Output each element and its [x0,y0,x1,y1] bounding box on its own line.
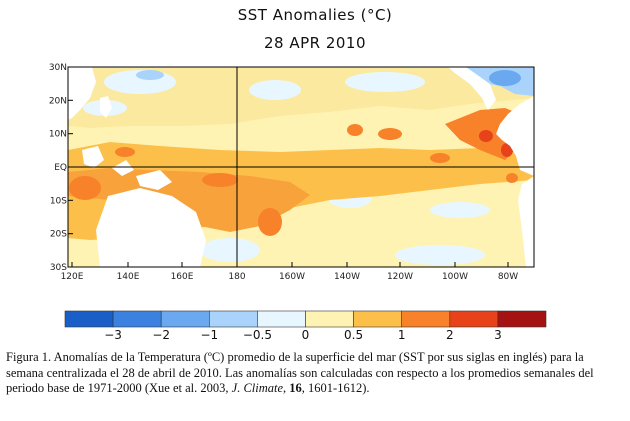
land-australia [96,188,206,267]
caption-pages: , 1601-1612). [301,381,370,395]
land-asia [68,67,96,120]
lon-label: 180 [228,272,245,282]
hot-spot [479,130,493,142]
colorbar-swatch [257,310,306,328]
land-borneo [82,146,104,168]
colorbar-swatch [353,310,403,328]
land-mexico [448,67,496,110]
cool-patch [395,245,485,265]
warm-patch [430,153,450,163]
caption-journal: J. Climate [231,381,284,395]
land-south-america [518,176,534,267]
warm-patch [506,173,518,183]
hot-spot [501,143,513,157]
cool-patch [136,70,164,80]
warm-patch [258,208,282,236]
colorbar-label: −2 [152,328,170,342]
colorbar-label: 3 [494,328,502,342]
colorbar-label: 1 [398,328,406,342]
cool-patch [345,72,425,92]
colorbar-swatch [112,310,162,328]
colorbar-label: −0.5 [243,328,272,342]
colorbar-label: −3 [104,328,122,342]
lat-label: 30S [50,263,67,273]
colorbar-label: 2 [446,328,454,342]
warm-patch [69,176,101,200]
warm-patch [347,124,363,136]
map-date: 28 APR 2010 [263,34,367,52]
latitude-labels: 30N 20N 10N EQ 10S 20S 30S [49,63,73,273]
colorbar-swatch [497,310,547,328]
figure-caption: Figura 1. Anomalías de la Temperatura (º… [6,350,618,397]
warm-patch [115,147,135,157]
lon-label: 140E [117,272,140,282]
warm-core [68,168,310,232]
cool-patch [249,80,301,100]
warm-patch [202,173,238,187]
cool-patch [200,238,260,262]
colorbar-label: 0.5 [344,328,363,342]
lat-label: 20S [50,230,67,240]
land-philippines [100,96,112,118]
lat-label: 20N [49,96,67,106]
cool-patch-ne-strong [489,70,521,86]
lon-label: 100W [442,272,468,282]
colorbar: −3 −2 −1 −0.5 0 0.5 1 2 3 [64,310,547,342]
lon-label: 140W [334,272,360,282]
lat-label: EQ [54,163,67,173]
colorbar-swatch [209,310,258,328]
colorbar-swatch [401,310,451,328]
lat-label: 30N [49,63,67,73]
colorbar-swatch [305,310,354,328]
land-new-guinea [136,170,172,190]
colorbar-swatch [160,310,210,328]
colorbar-swatch [64,310,114,328]
lon-label: 80W [498,272,518,282]
colorbar-label: −1 [200,328,218,342]
warm-patch [378,128,402,140]
lat-label: 10S [50,196,67,206]
lon-label: 160E [171,272,194,282]
longitude-labels: 120E 140E 160E 180 160W 140W 120W 100W 80W [61,262,518,282]
land-central-america [496,96,534,176]
colorbar-label: 0 [302,328,310,342]
caption-sep: , [283,381,290,395]
caption-text: Figura 1. Anomalías de la Temperatura (º… [6,350,594,395]
cool-patch [430,202,490,218]
caption-volume: 16 [289,381,302,395]
colorbar-swatch [449,310,499,328]
lon-label: 160W [279,272,305,282]
lon-label: 120W [387,272,413,282]
lon-label: 120E [61,272,84,282]
lat-label: 10N [49,130,67,140]
map-title: SST Anomalies (°C) [237,6,393,24]
land-sulawesi [112,160,134,176]
